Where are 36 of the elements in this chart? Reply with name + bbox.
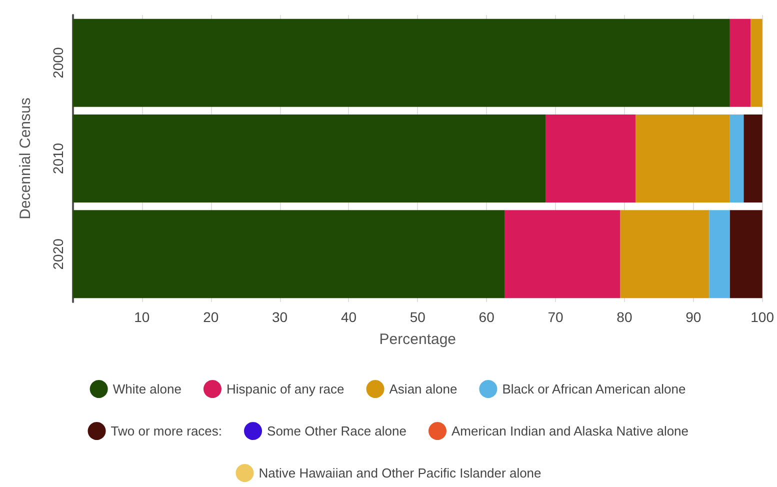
legend-label: Some Other Race alone	[267, 424, 406, 438]
x-tick-label: 30	[272, 309, 288, 325]
legend-label: Hispanic of any race	[226, 382, 344, 396]
legend-label: American Indian and Alaska Native alone	[451, 424, 689, 438]
x-tick-label: 60	[478, 309, 495, 325]
bar	[730, 18, 751, 107]
legend-label: Asian alone	[389, 382, 458, 396]
legend-label: Two or more races:	[110, 424, 222, 438]
y-axis-title: Decennial Census	[17, 98, 34, 220]
y-tick-label: 2020	[50, 238, 66, 270]
x-axis-title: Percentage	[379, 331, 456, 348]
x-tick-label: 10	[134, 309, 150, 325]
bar	[635, 114, 730, 203]
bar	[73, 114, 546, 203]
bar	[709, 210, 730, 298]
x-tick-label: 80	[616, 309, 632, 325]
bar	[730, 114, 744, 203]
bar	[504, 210, 620, 298]
bar	[546, 114, 636, 203]
x-tick-label: 70	[548, 309, 564, 325]
bar	[73, 210, 505, 298]
x-tick-label: 50	[410, 309, 426, 325]
y-tick-label: 2010	[50, 142, 66, 174]
legend-label: Native Hawaiian and Other Pacific Islander alone	[258, 466, 542, 480]
x-tick-label: 40	[340, 309, 357, 325]
y-tick-label: 2000	[50, 47, 66, 78]
bar	[750, 18, 762, 107]
legend-label: White alone	[112, 382, 182, 396]
x-tick-label: 90	[686, 309, 702, 325]
x-tick-label: 20	[203, 309, 219, 325]
x-tick-label: 100	[750, 309, 774, 325]
legend-label: Black or African American alone	[502, 382, 686, 396]
bar	[73, 18, 730, 107]
bar	[730, 210, 762, 298]
bar	[620, 210, 710, 298]
bar	[744, 114, 762, 203]
